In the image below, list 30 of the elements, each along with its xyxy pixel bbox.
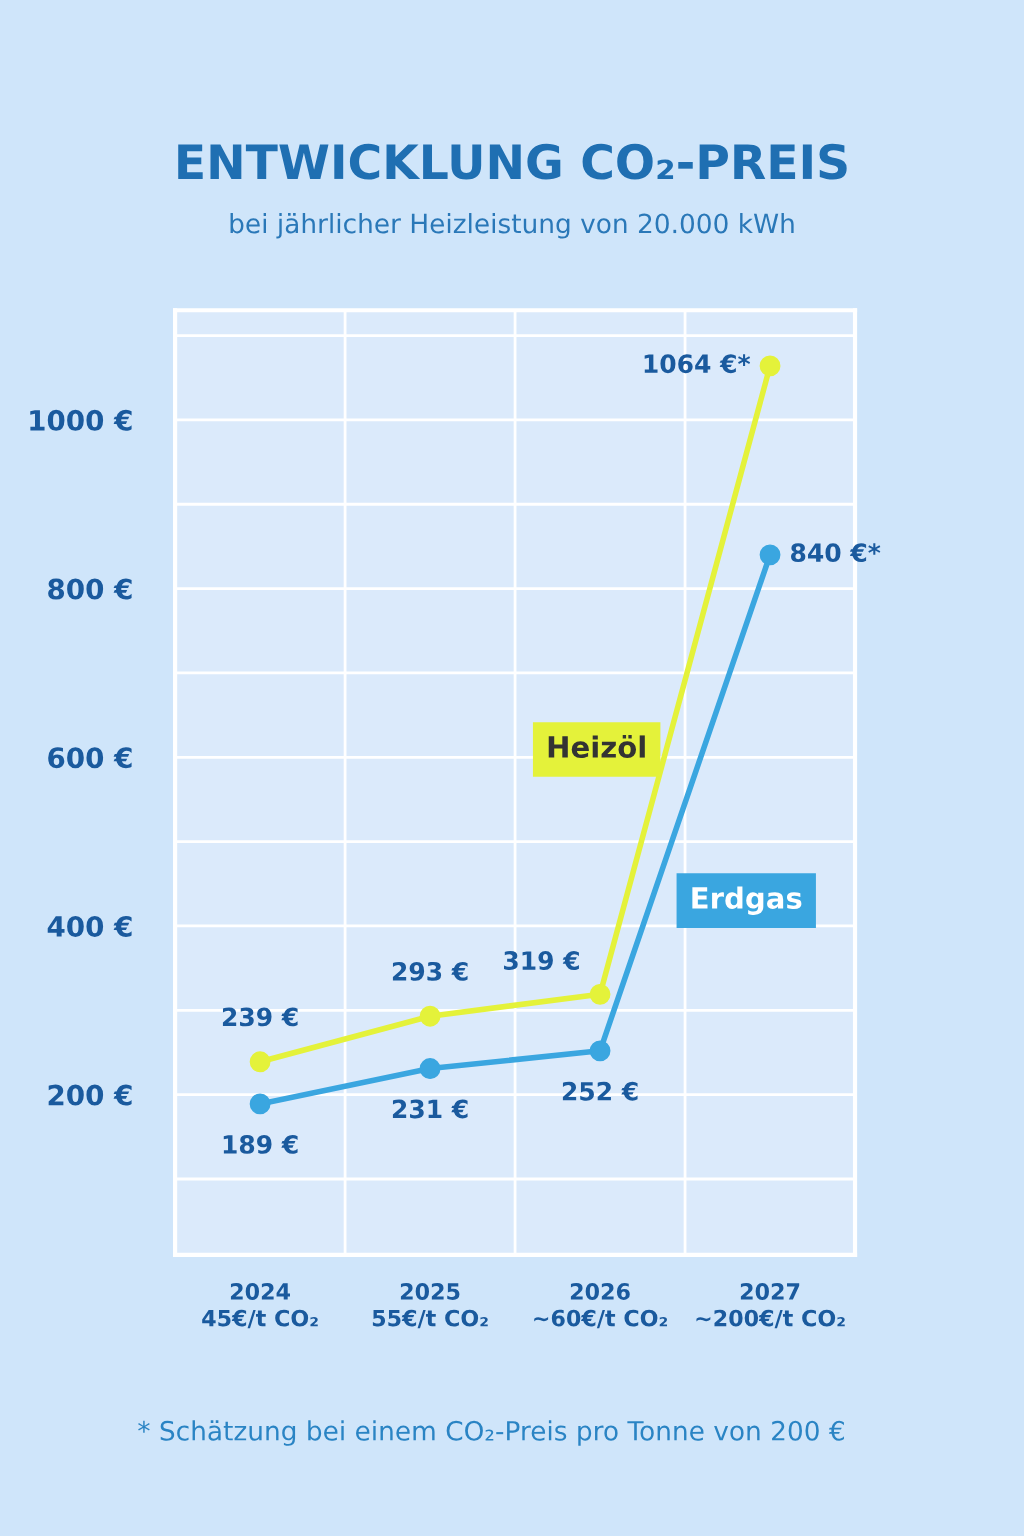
x-tick-label: 2025 55€/t CO₂ xyxy=(372,1283,488,1329)
point xyxy=(419,1005,441,1027)
data-label: 189 € xyxy=(223,1134,298,1154)
series-label: Heizöl xyxy=(548,735,645,758)
data-label: 239 € xyxy=(222,1007,298,1027)
data-label: 252 € xyxy=(562,1081,638,1101)
chart-title: ENTWICKLUNG CO₂-PREIS xyxy=(178,143,847,180)
data-label: 840 €* xyxy=(791,543,881,563)
y-tick-label: 800 € xyxy=(48,578,132,600)
data-label: 231 € xyxy=(392,1099,468,1119)
point xyxy=(589,983,611,1005)
y-tick-label: 400 € xyxy=(47,915,132,937)
series-label: Erdgas xyxy=(692,886,802,915)
x-tick-label: 2026 ~60€/t CO₂ xyxy=(534,1283,668,1329)
data-label: 319 € xyxy=(504,951,579,970)
point xyxy=(249,1051,271,1073)
point xyxy=(419,1058,441,1079)
y-tick-label: 200 € xyxy=(48,1084,132,1106)
y-tick-label: 1000 € xyxy=(30,409,132,431)
x-tick-label: 2027 ~200€/t CO₂ xyxy=(696,1283,845,1329)
data-label: 293 € xyxy=(392,961,468,981)
text: * Schätzung bei einem CO₂-Preis pro Tonne von 200 € xyxy=(138,1420,844,1446)
point xyxy=(249,1093,271,1115)
x-tick-label: 2024 45€/t CO₂ xyxy=(202,1283,318,1329)
data-label: 1064 €* xyxy=(644,354,751,374)
point xyxy=(759,544,781,566)
point xyxy=(759,355,781,377)
y-tick-label: 600 € xyxy=(48,747,132,769)
chart-subtitle: bei jährlicher Heizleistung von 20.000 kWh xyxy=(230,213,794,239)
point xyxy=(589,1040,611,1062)
